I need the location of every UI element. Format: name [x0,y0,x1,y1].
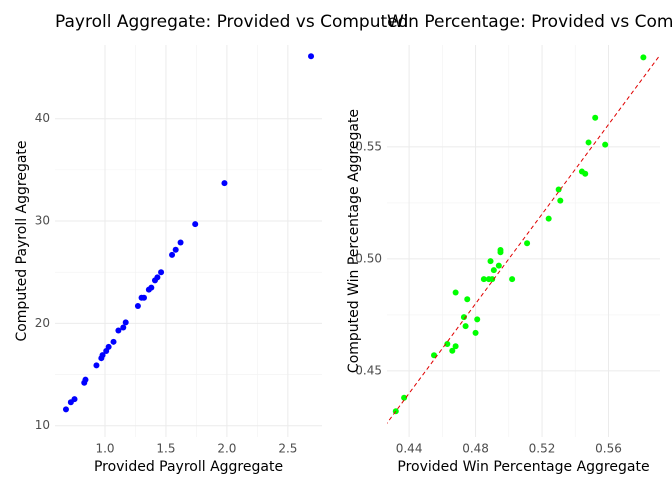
point [582,170,589,177]
x-axis-title: Provided Win Percentage Aggregate [397,459,649,475]
y-tick-label: 0.55 [355,139,382,153]
point [71,396,78,403]
point [308,53,315,60]
y-tick-label: 0.50 [355,251,382,265]
point [141,294,147,301]
point [464,296,471,303]
point [452,343,459,350]
chart-title: Win Percentage: Provided vs Comp [387,12,672,32]
point [154,274,161,281]
point [221,180,228,187]
y-tick-label: 0.45 [355,363,382,377]
point [557,197,564,204]
point [585,139,592,146]
point [192,221,199,228]
point [177,239,184,246]
x-tick-label: 2.0 [217,442,236,456]
point [172,246,179,253]
point [602,141,609,148]
chart-title: Payroll Aggregate: Provided vs Computed [55,12,408,32]
point [158,269,165,276]
point [489,276,496,283]
point [640,54,647,61]
point [480,276,487,283]
point [592,114,599,121]
point [452,289,459,296]
point [148,284,155,291]
x-tick-label: 0.56 [595,442,622,456]
point [110,338,117,345]
point [524,240,531,247]
x-tick-label: 1.0 [95,442,114,456]
y-axis-title: Computed Win Percentage Aggregate [346,109,362,373]
point [509,276,516,283]
point [462,323,469,330]
x-tick-label: 2.5 [278,442,297,456]
point [93,362,100,369]
y-axis-title: Computed Payroll Aggregate [14,140,30,341]
x-tick-label: 0.44 [396,442,423,456]
y-tick-label: 20 [35,316,50,330]
x-tick-label: 1.5 [156,442,175,456]
point [115,327,122,334]
point [545,215,552,222]
point [105,343,112,350]
point [555,186,562,193]
point [490,267,497,274]
point [444,341,451,348]
point [134,302,141,309]
point [99,352,106,359]
point [474,316,481,323]
point [497,246,504,253]
x-tick-label: 0.52 [529,442,556,456]
point [82,376,89,383]
point [460,314,467,321]
y-tick-label: 10 [35,418,50,432]
point [472,329,479,336]
point [449,347,456,354]
point [122,319,129,326]
x-axis-title: Provided Payroll Aggregate [94,459,283,475]
point [487,258,494,265]
point [495,262,502,269]
x-tick-label: 0.48 [462,442,489,456]
point [431,352,438,359]
y-tick-label: 30 [35,214,50,228]
y-tick-label: 40 [35,111,50,125]
point [62,406,69,413]
point [401,394,408,401]
reference-line [387,54,660,424]
point [169,251,176,258]
point [120,324,127,331]
